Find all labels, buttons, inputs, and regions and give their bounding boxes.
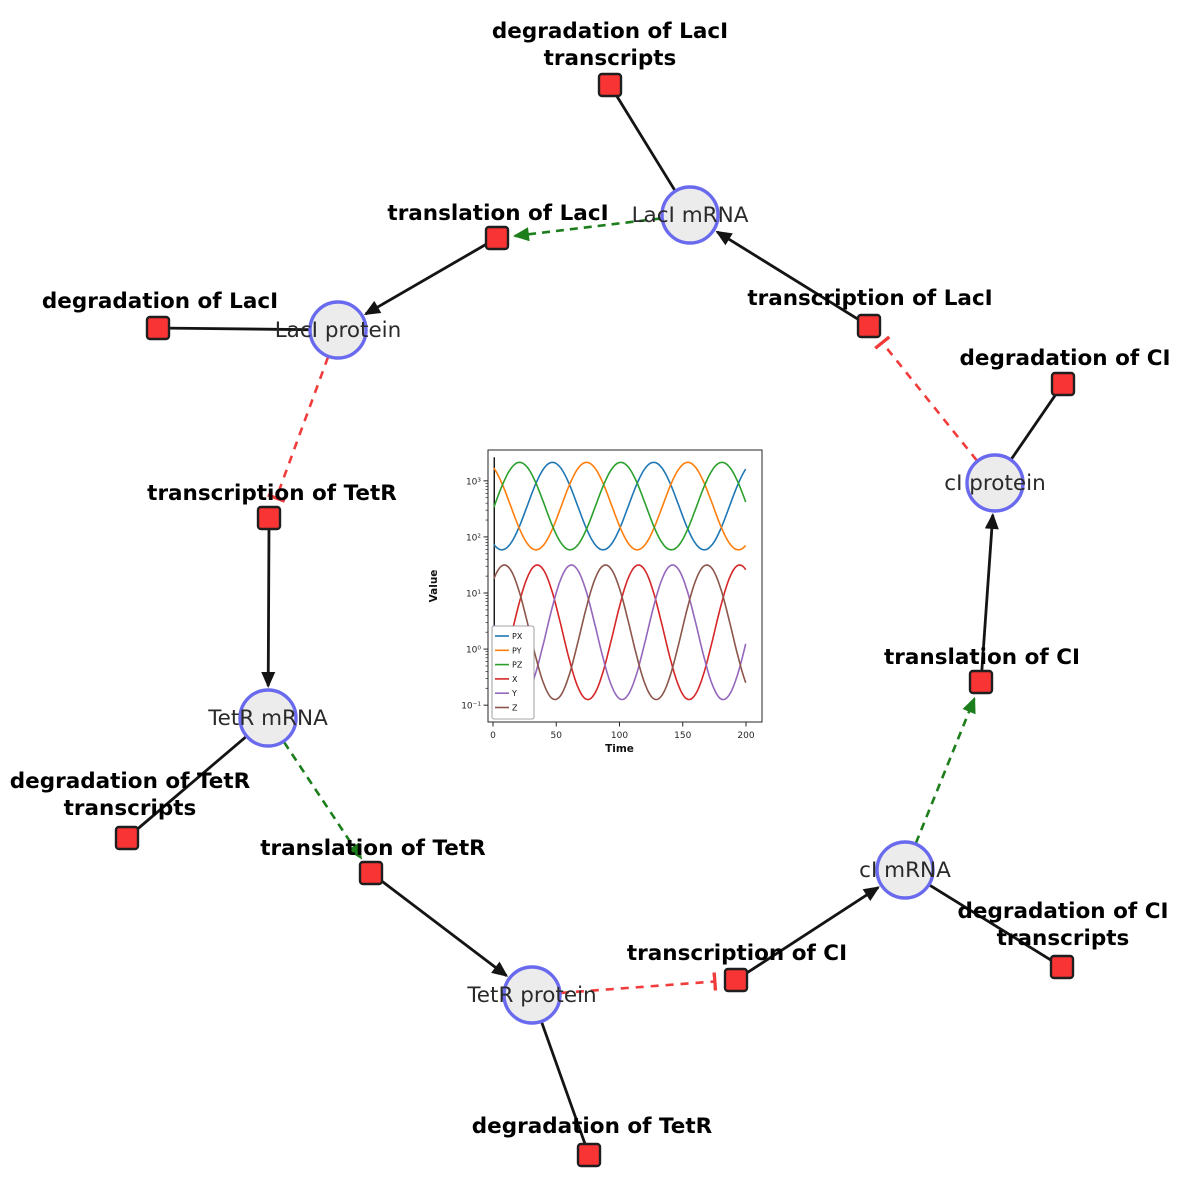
reaction-node-transl-tetr	[358, 860, 384, 886]
edge-modifier-laci-mrna-to-transl-laci	[512, 217, 662, 242]
chart-series-X	[493, 564, 747, 701]
reaction-node-deg-tetr-tx	[114, 825, 140, 851]
species-label-laci-mrna: LacI mRNA	[632, 203, 749, 228]
x-tick-label: 100	[611, 731, 628, 741]
chart-xlabel: Time	[605, 743, 634, 755]
edge-product-transc-tetr-to-tetr-mrna	[261, 525, 276, 688]
species-node-tetr-protein	[502, 965, 562, 1025]
edge-product-transl-tetr-to-tetr-protein	[376, 876, 509, 977]
edge-product-transc-laci-to-laci-mrna	[715, 230, 863, 323]
legend-label-PX: PX	[512, 632, 523, 641]
reaction-label-transl-laci: translation of LacI	[387, 201, 608, 226]
inset-chart: 0 50 100 150 20010⁻¹10⁰10¹10²10³TimeValuePXP…	[428, 449, 763, 755]
species-node-ci-protein	[965, 453, 1025, 513]
reaction-node-transc-laci	[856, 313, 882, 339]
labels: degradation of LacItranscriptstranslatio…	[10, 19, 1171, 1139]
species-label-laci-protein: LacI protein	[275, 318, 402, 343]
edge-reactant-laci-mrna-to-deg-laci-tx	[614, 92, 676, 192]
reaction-node-deg-tetr	[576, 1142, 602, 1168]
edge-inhibitor-tetr-protein-to-transc-ci	[560, 972, 718, 995]
edge-reactant-ci-protein-to-deg-ci	[1010, 391, 1059, 460]
reaction-label-transc-ci: transcription of CI	[627, 941, 847, 966]
x-tick-label: 150	[674, 731, 691, 741]
edge-reactant-tetr-protein-to-deg-tetr	[540, 1021, 587, 1147]
reaction-node-transl-laci	[484, 225, 510, 251]
edge-product-transc-ci-to-ci-mrna	[741, 886, 880, 977]
reaction-node-deg-laci	[145, 315, 171, 341]
species-node-tetr-mrna	[238, 688, 298, 748]
y-tick-label: 10¹	[466, 590, 481, 600]
species-node-ci-mrna	[875, 840, 935, 900]
species-label-ci-mrna: cI mRNA	[859, 858, 951, 883]
edge-modifier-ci-mrna-to-transl-ci	[914, 696, 976, 844]
reaction-label-transc-laci: transcription of LacI	[747, 286, 992, 311]
chart-legend: PX PY PZ XYZ	[491, 625, 535, 720]
chart-series-PZ	[493, 461, 747, 551]
edge-reactant-tetr-mrna-to-deg-tetr-tx	[133, 735, 247, 833]
reaction-node-transc-ci	[723, 967, 749, 993]
y-tick-label: 10³	[466, 477, 481, 487]
reaction-node-transl-ci	[968, 669, 994, 695]
species-label-tetr-protein: TetR protein	[466, 983, 596, 1008]
edge-product-transl-laci-to-laci-protein	[363, 240, 491, 316]
x-tick-label: 200	[737, 731, 754, 741]
y-tick-label: 10⁻¹	[461, 702, 481, 712]
reaction-label-deg-ci-tx: transcripts	[997, 926, 1130, 951]
y-tick-label: 10⁰	[466, 646, 481, 656]
species-label-ci-protein: cI protein	[944, 471, 1045, 496]
reaction-label-deg-tetr-tx: transcripts	[64, 796, 197, 821]
reaction-node-deg-ci-tx	[1049, 954, 1075, 980]
reaction-label-deg-ci-tx: degradation of CI	[958, 899, 1169, 924]
reaction-label-deg-laci-tx: degradation of LacI	[492, 19, 728, 44]
edge-modifier-tetr-mrna-to-transl-tetr	[283, 741, 363, 860]
reaction-label-deg-laci: degradation of LacI	[42, 289, 278, 314]
reaction-label-transl-tetr: translation of TetR	[260, 836, 486, 861]
legend-label-PZ: PZ	[512, 661, 523, 670]
reaction-label-deg-ci: degradation of CI	[960, 346, 1171, 371]
species-label-tetr-mrna: TetR mRNA	[207, 706, 328, 731]
edge-reactant-ci-mrna-to-deg-ci-tx	[928, 884, 1055, 963]
chart-series-Z	[493, 564, 747, 701]
edge-product-transl-ci-to-ci-protein	[980, 512, 999, 675]
reaction-label-deg-tetr-tx: degradation of TetR	[10, 769, 251, 794]
edge-inhibitor-laci-protein-to-transc-tetr	[267, 356, 330, 503]
edges	[133, 92, 1059, 1147]
x-tick-label: 0	[490, 731, 496, 741]
legend-label-X: X	[512, 675, 518, 684]
edge-inhibitor-ci-protein-to-transc-laci	[874, 335, 978, 462]
chart-ylabel: Value	[428, 570, 440, 603]
reaction-node-deg-ci	[1050, 371, 1076, 397]
reaction-label-deg-laci-tx: transcripts	[544, 46, 677, 71]
edge-reactant-laci-protein-to-deg-laci	[167, 326, 310, 332]
y-tick-label: 10²	[466, 533, 481, 543]
legend-label-Z: Z	[512, 704, 518, 713]
reaction-node-deg-laci-tx	[597, 72, 623, 98]
reaction-nodes	[114, 72, 1076, 1168]
chart-series-PY	[493, 461, 747, 551]
legend-box	[491, 625, 535, 720]
x-tick-label: 50	[551, 731, 563, 741]
reaction-label-deg-tetr: degradation of TetR	[472, 1114, 713, 1139]
species-node-laci-mrna	[660, 185, 720, 245]
species-node-laci-protein	[308, 300, 368, 360]
species-nodes	[238, 185, 1025, 1025]
legend-label-Y: Y	[511, 689, 517, 698]
reaction-node-transc-tetr	[256, 505, 282, 531]
reaction-label-transc-tetr: transcription of TetR	[147, 481, 397, 506]
reaction-label-transl-ci: translation of CI	[884, 645, 1080, 670]
chart-series-Y	[493, 564, 747, 701]
legend-label-PY: PY	[512, 646, 522, 655]
